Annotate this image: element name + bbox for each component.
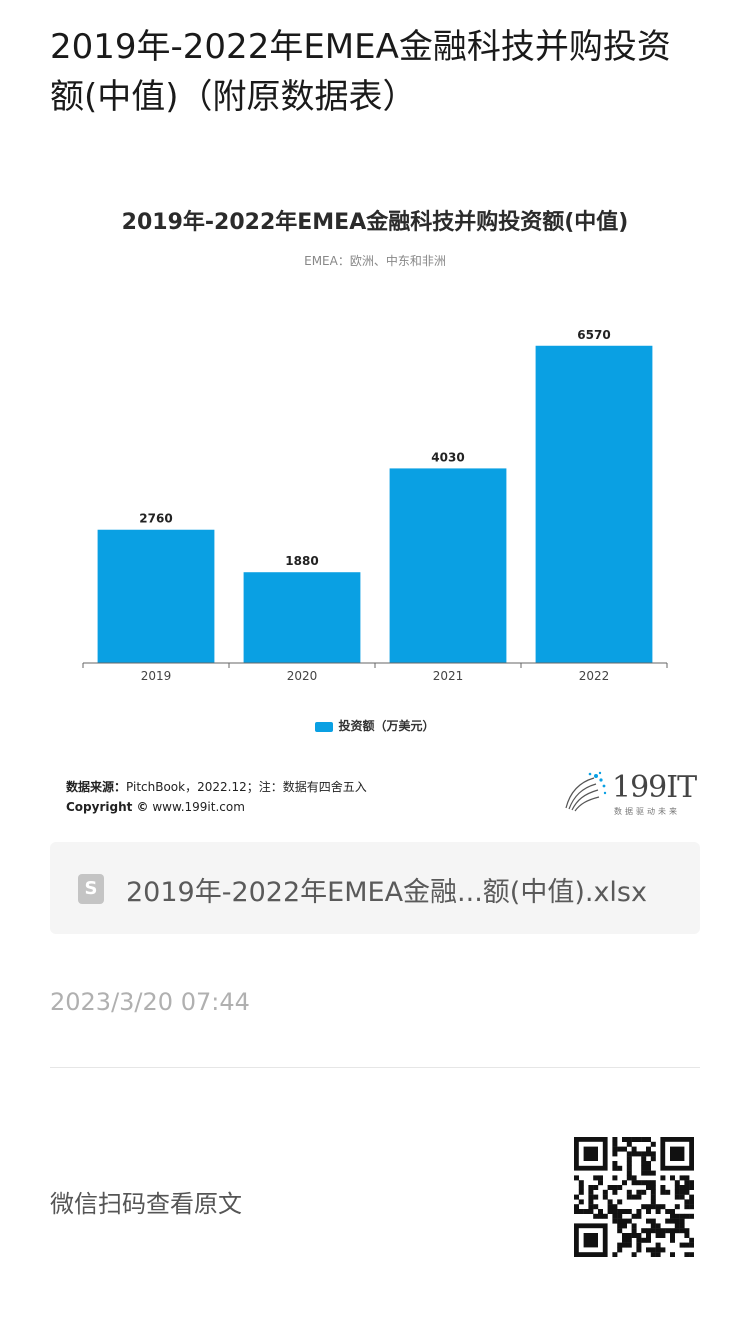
legend-swatch	[315, 721, 334, 732]
qr-code-icon[interactable]	[574, 1137, 694, 1257]
source-note: 数据来源：PitchBook，2022.12；注：数据有四舍五入	[66, 778, 367, 795]
copyright-note: Copyright © www.199it.com	[66, 800, 245, 814]
brand-name: 199IT	[612, 770, 697, 805]
legend-label: 投资额（万美元）	[338, 719, 435, 733]
x-tick-label-2019: 2019	[141, 669, 172, 683]
bar-chart: 2760 2019 1880 2020 4030 2021 6570 2022	[82, 328, 668, 683]
post-timestamp: 2023/3/20 07:44	[50, 988, 250, 1016]
copyright-text: www.199it.com	[148, 800, 245, 814]
bar-2022	[535, 345, 653, 663]
bar-2019	[97, 529, 215, 663]
chart-legend: 投资额（万美元）	[50, 717, 700, 734]
data-label-2020: 1880	[285, 554, 318, 568]
divider	[50, 1067, 700, 1068]
x-tick-label-2021: 2021	[433, 669, 464, 683]
data-label-2019: 2760	[139, 512, 172, 526]
bar-2021	[389, 468, 507, 663]
x-tick-label-2020: 2020	[287, 669, 318, 683]
bar-2020	[243, 572, 361, 663]
brand-logo: 199IT 数据驱动未来	[560, 770, 700, 820]
qr-label: 微信扫码查看原文	[50, 1190, 242, 1218]
chart-title: 2019年-2022年EMEA金融科技并购投资额(中值)	[121, 210, 629, 235]
spreadsheet-file-icon: S	[78, 874, 104, 904]
data-label-2022: 6570	[577, 328, 610, 342]
data-label-2021: 4030	[431, 450, 464, 464]
attachment-file-name[interactable]: 2019年-2022年EMEA金融...额(中值).xlsx	[126, 877, 647, 908]
x-tick-label-2022: 2022	[579, 669, 610, 683]
page-title: 2019年-2022年EMEA金融科技并购投资额(中值)（附原数据表）	[50, 27, 671, 117]
copyright-label: Copyright ©	[66, 800, 149, 814]
chart-card: 2019年-2022年EMEA金融科技并购投资额(中值) EMEA：欧洲、中东和…	[50, 190, 700, 830]
source-label: 数据来源：	[66, 780, 127, 794]
brand-tagline: 数据驱动未来	[614, 807, 680, 816]
source-text: PitchBook，2022.12；注：数据有四舍五入	[126, 780, 367, 794]
brand-logo-icon	[565, 771, 607, 812]
attachment-card[interactable]: S 2019年-2022年EMEA金融...额(中值).xlsx	[50, 842, 700, 934]
chart-subtitle: EMEA：欧洲、中东和非洲	[304, 254, 446, 268]
